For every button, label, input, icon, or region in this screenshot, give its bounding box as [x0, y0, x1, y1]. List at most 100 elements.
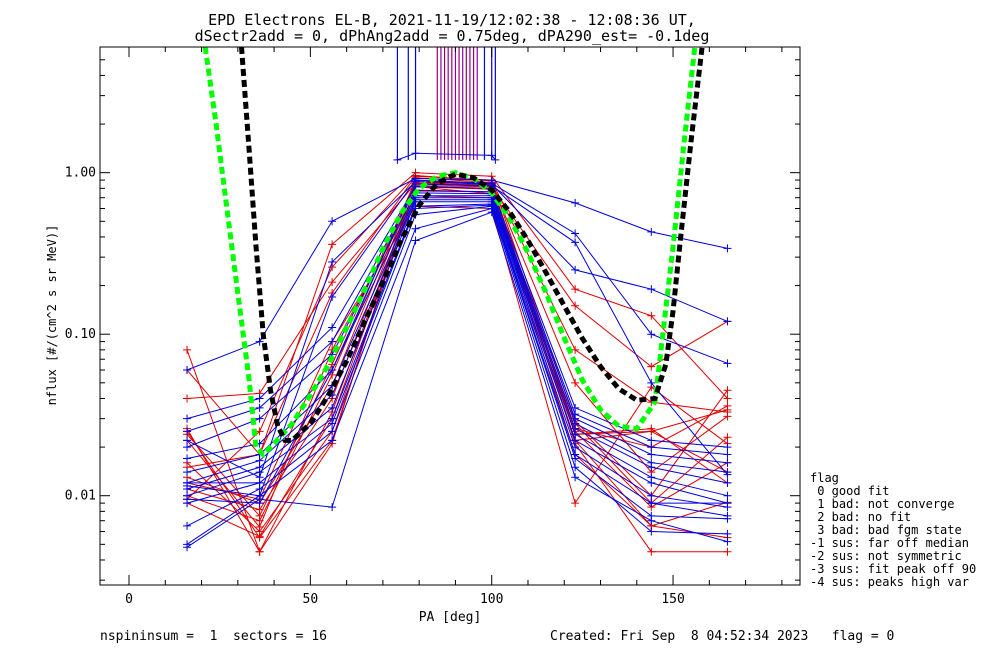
red-series-point — [571, 345, 580, 354]
red-series-point — [647, 547, 656, 556]
blue-series-point — [328, 436, 337, 445]
blue-series-point — [183, 540, 192, 549]
blue-series-point — [183, 427, 192, 436]
x-tick-label: 0 — [125, 592, 133, 607]
blue-series-point — [723, 317, 732, 326]
blue-series-point — [647, 285, 656, 294]
blue-series-line — [186, 177, 728, 371]
blue-series-point — [647, 473, 656, 482]
blue-series-point — [183, 414, 192, 423]
blue-series-point — [723, 491, 732, 500]
blue-series-point — [255, 403, 264, 412]
blue-series-line — [186, 192, 728, 464]
blue-segment — [183, 478, 264, 487]
blue-series-point — [328, 403, 337, 412]
blue-series-point — [255, 337, 264, 346]
green-fit-curve — [202, 47, 698, 459]
blue-series-point — [647, 443, 656, 452]
red-series-point — [255, 523, 264, 532]
chart-title-line2: dSectr2add = 0, dPhAng2add = 0.75deg, dP… — [195, 27, 710, 45]
blue-series-point — [723, 529, 732, 538]
x-tick-label: 150 — [661, 592, 684, 607]
x-tick-label: 100 — [480, 592, 503, 607]
blue-series-point — [647, 227, 656, 236]
blue-series-point — [723, 359, 732, 368]
blue-segment-point — [647, 499, 656, 508]
blue-series-point — [571, 473, 580, 482]
blue-series-point — [723, 511, 732, 520]
blue-series-point — [183, 468, 192, 477]
vertical-marks — [396, 47, 496, 160]
black-fit-curve — [239, 47, 705, 443]
blue-segment-line — [397, 152, 496, 161]
blue-series-line — [186, 211, 728, 548]
footer-left: nspininsum = 1 sectors = 16 — [100, 629, 327, 644]
footer-right: Created: Fri Sep 8 04:52:34 2023 flag = … — [550, 629, 894, 644]
blue-series-point — [255, 491, 264, 500]
blue-series-point — [571, 198, 580, 207]
red-series-point — [255, 547, 264, 556]
blue-series-point — [255, 499, 264, 508]
blue-series-point — [647, 527, 656, 536]
blue-series-point — [328, 366, 337, 375]
red-series-point — [571, 285, 580, 294]
red-series-point — [255, 427, 264, 436]
blue-segment-point — [255, 478, 264, 487]
blue-series-point — [647, 378, 656, 387]
blue-series-point — [647, 458, 656, 467]
red-series-point — [647, 311, 656, 320]
blue-series-point — [571, 443, 580, 452]
blue-series-line — [186, 207, 728, 545]
blue-series-point — [183, 436, 192, 445]
blue-series — [183, 174, 732, 375]
plot-frame — [99, 46, 801, 586]
blue-series-point — [183, 495, 192, 504]
blue-series-point — [571, 265, 580, 274]
blue-series-line — [186, 181, 728, 479]
blue-series-point — [411, 236, 420, 245]
blue-series-point — [328, 323, 337, 332]
blue-series-line — [186, 183, 728, 504]
red-series-point — [571, 301, 580, 310]
red-series-point — [723, 547, 732, 556]
blue-series-line — [186, 189, 728, 455]
blue-series-point — [647, 491, 656, 500]
legend-item: 1 bad: not converge — [810, 497, 955, 511]
blue-series-point — [328, 257, 337, 266]
red-series-line — [186, 195, 728, 528]
blue-segment — [647, 499, 732, 508]
blue-series — [183, 186, 732, 459]
blue-series-point — [571, 403, 580, 412]
blue-series-line — [186, 205, 728, 527]
red-series-point — [723, 407, 732, 416]
chart-title-line1: EPD Electrons EL-B, 2021-11-19/12:02:38 … — [208, 11, 696, 29]
blue-series-point — [723, 458, 732, 467]
blue-series — [183, 180, 732, 508]
blue-series-point — [571, 229, 580, 238]
blue-series-line — [186, 179, 728, 497]
blue-series-point — [255, 463, 264, 472]
red-series-line — [186, 186, 728, 539]
blue-segment-point — [723, 499, 732, 508]
legend-item: 3 bad: bad fgm state — [810, 523, 962, 537]
blue-series-point — [647, 450, 656, 459]
blue-series-point — [723, 443, 732, 452]
red-series-point — [647, 362, 656, 371]
red-series-point — [328, 278, 337, 287]
red-series-point — [647, 427, 656, 436]
legend-item: -3 sus: fit peak off 90 — [810, 562, 976, 576]
blue-series-point — [723, 537, 732, 546]
blue-series-point — [328, 217, 337, 226]
x-axis-label: PA [deg] — [419, 610, 482, 625]
red-series-point — [255, 532, 264, 541]
red-series-line — [186, 181, 728, 504]
blue-series-point — [328, 337, 337, 346]
blue-series — [183, 176, 732, 500]
blue-segment-point — [183, 478, 192, 487]
blue-series-point — [723, 450, 732, 459]
blue-series-point — [183, 366, 192, 375]
blue-series-point — [571, 463, 580, 472]
blue-series-line — [186, 201, 728, 504]
